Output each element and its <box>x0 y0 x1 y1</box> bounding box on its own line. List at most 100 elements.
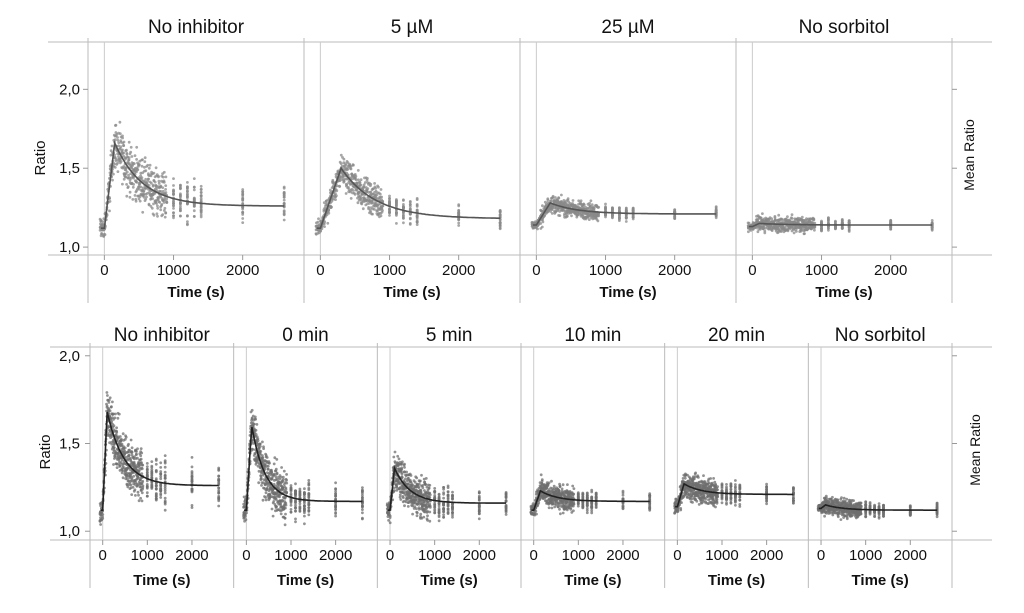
data-point <box>278 495 281 499</box>
right-axis-title: Mean Ratio <box>961 119 977 191</box>
data-point <box>316 220 320 224</box>
data-point <box>504 492 508 496</box>
data-point <box>116 136 119 139</box>
data-point <box>402 221 405 225</box>
data-point <box>498 210 502 214</box>
data-point <box>437 493 441 497</box>
data-point <box>451 515 454 519</box>
data-point <box>415 217 419 221</box>
data-point <box>419 479 422 483</box>
data-point <box>134 197 138 201</box>
data-point <box>322 201 326 205</box>
data-point <box>597 214 600 218</box>
data-point <box>125 170 129 174</box>
data-point <box>285 478 288 482</box>
data-point <box>217 480 221 484</box>
x-tick-label: 0 <box>99 547 107 564</box>
data-point <box>498 227 502 231</box>
data-point <box>138 199 142 203</box>
data-point <box>190 487 194 491</box>
data-point <box>433 494 437 497</box>
data-point <box>259 445 262 448</box>
data-point <box>264 491 268 495</box>
data-point <box>199 203 203 207</box>
data-point <box>540 478 544 482</box>
data-point <box>415 205 419 208</box>
data-point <box>437 504 441 508</box>
y-axis-title: Ratio <box>37 434 54 469</box>
data-point <box>392 455 396 459</box>
data-point <box>285 481 289 485</box>
data-point <box>137 493 140 497</box>
data-point <box>415 511 419 515</box>
data-point <box>388 207 391 211</box>
data-point <box>121 136 124 140</box>
data-point <box>172 177 175 181</box>
data-point <box>190 506 194 509</box>
data-point <box>158 201 162 204</box>
data-point <box>334 512 337 515</box>
data-point <box>289 503 293 507</box>
data-point <box>795 230 798 233</box>
data-point <box>217 466 221 470</box>
data-point <box>381 204 384 208</box>
data-point <box>159 184 163 188</box>
data-point <box>140 164 144 168</box>
data-point <box>381 200 385 203</box>
data-point <box>127 158 131 162</box>
data-point <box>154 487 158 491</box>
data-point <box>549 199 553 203</box>
data-point <box>140 467 144 471</box>
data-point <box>361 490 364 494</box>
right-axis-title: Mean Ratio <box>967 414 983 486</box>
data-point <box>129 145 133 149</box>
x-tick-label: 0 <box>316 262 324 279</box>
data-point <box>786 215 789 219</box>
data-point <box>403 504 406 508</box>
data-point <box>255 423 259 426</box>
x-tick-label: 0 <box>100 262 108 279</box>
data-point <box>442 486 445 489</box>
data-point <box>146 163 150 167</box>
data-point <box>539 222 543 225</box>
data-point <box>433 507 437 511</box>
data-point <box>408 207 412 211</box>
data-point <box>135 450 138 453</box>
data-point <box>217 474 221 478</box>
data-point <box>122 140 126 144</box>
data-point <box>790 213 794 217</box>
data-point <box>257 481 261 485</box>
data-point <box>124 435 128 439</box>
x-tick-label: 1000 <box>157 262 190 279</box>
data-point <box>334 505 337 509</box>
data-point <box>140 176 144 180</box>
data-point <box>334 514 337 518</box>
x-tick-label: 1000 <box>274 547 307 564</box>
data-point <box>415 223 419 227</box>
data-point <box>162 180 166 184</box>
data-point <box>375 196 378 200</box>
data-point <box>155 202 158 205</box>
data-point <box>154 459 158 462</box>
x-tick-label: 2000 <box>175 547 208 564</box>
data-point <box>186 214 189 218</box>
data-point <box>408 212 412 216</box>
data-point <box>275 471 279 475</box>
data-point <box>186 186 189 190</box>
data-point <box>270 468 273 472</box>
data-point <box>359 178 363 182</box>
x-axis-title: Time (s) <box>167 284 224 301</box>
data-point <box>241 213 245 216</box>
data-point <box>190 470 194 473</box>
x-tick-label: 0 <box>386 547 394 564</box>
data-point <box>282 210 286 214</box>
data-point <box>590 203 594 207</box>
data-point <box>163 461 167 465</box>
data-point <box>163 496 167 500</box>
x-tick-label: 2000 <box>442 262 475 279</box>
data-point <box>395 201 398 205</box>
data-point <box>282 218 286 222</box>
data-point <box>130 446 134 450</box>
data-point <box>379 188 383 191</box>
